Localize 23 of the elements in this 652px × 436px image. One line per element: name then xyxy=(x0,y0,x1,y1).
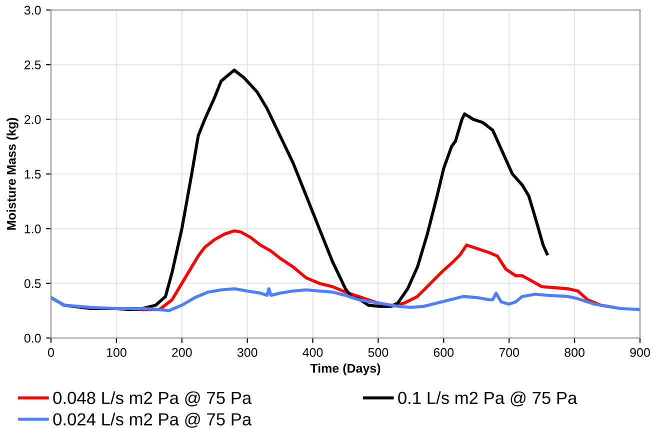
x-tick-label: 400 xyxy=(302,348,323,357)
x-tick-label: 900 xyxy=(630,348,650,357)
y-tick-label: 2.0 xyxy=(24,115,41,124)
line-series xyxy=(51,287,640,312)
y-axis-title: Moisture Mass (kg) xyxy=(6,118,18,230)
y-tick-label: 0.0 xyxy=(24,334,41,343)
x-tick-label: 700 xyxy=(499,348,520,357)
y-tick-label: 3.0 xyxy=(24,6,41,15)
legend-label: 0.024 L/s m2 Pa @ 75 Pa xyxy=(53,412,252,428)
x-tick-label: 0 xyxy=(48,348,54,357)
y-tick-label: 1.0 xyxy=(24,224,41,234)
x-tick-label: 800 xyxy=(564,348,584,357)
x-tick-label: 200 xyxy=(172,348,192,357)
y-tick-label: 2.5 xyxy=(24,60,41,70)
x-tick-label: 300 xyxy=(237,348,258,357)
x-axis-title: Time (Days) xyxy=(310,364,380,376)
y-tick-label: 0.5 xyxy=(24,279,41,288)
y-tick-label: 1.5 xyxy=(24,170,41,179)
legend-label: 0.1 L/s m2 Pa @ 75 Pa xyxy=(398,391,578,406)
x-tick-label: 100 xyxy=(106,348,126,357)
x-tick-label: 600 xyxy=(434,348,454,357)
legend-label: 0.048 L/s m2 Pa @ 75 Pa xyxy=(53,391,252,406)
x-tick-label: 500 xyxy=(368,348,388,357)
